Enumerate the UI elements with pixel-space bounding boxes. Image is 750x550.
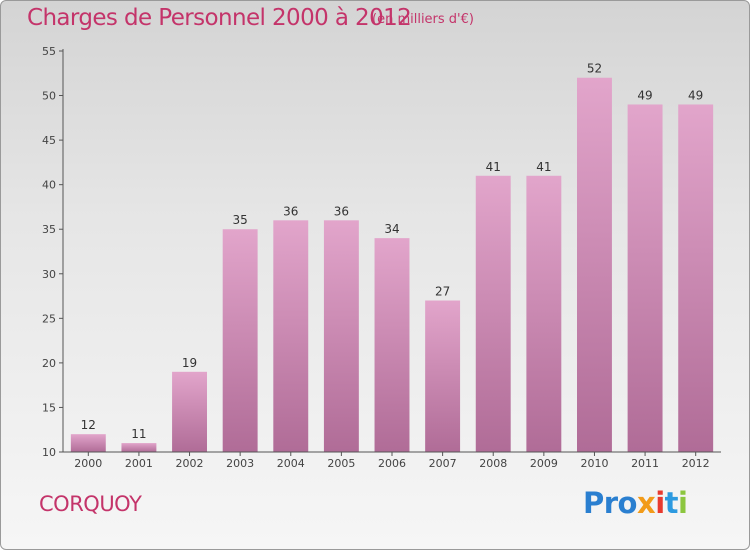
bar[interactable] — [273, 220, 309, 452]
town-name: CORQUOY — [39, 492, 142, 516]
bar[interactable] — [627, 104, 663, 452]
x-tick-label: 2008 — [479, 457, 507, 470]
bar-value-label: 11 — [131, 427, 146, 441]
x-tick-label: 2006 — [378, 457, 406, 470]
x-tick-label: 2000 — [74, 457, 102, 470]
bar-value-label: 36 — [334, 204, 349, 218]
bar[interactable] — [374, 238, 410, 452]
bar[interactable] — [576, 77, 612, 452]
logo-part: t — [664, 486, 679, 520]
bar-value-label: 34 — [384, 222, 399, 236]
y-tick-label: 50 — [42, 90, 56, 103]
logo-part: i — [678, 486, 688, 520]
x-tick-label: 2003 — [226, 457, 254, 470]
bar[interactable] — [172, 371, 208, 452]
y-tick-label: 20 — [42, 357, 56, 370]
proxiti-logo[interactable]: Proxiti — [583, 486, 688, 520]
bar-value-label: 19 — [182, 356, 197, 370]
bar[interactable] — [121, 443, 157, 452]
bar[interactable] — [678, 104, 714, 452]
x-tick-label: 2002 — [176, 457, 204, 470]
bar-value-label: 12 — [81, 418, 96, 432]
y-tick-label: 25 — [42, 312, 56, 325]
y-tick-label: 15 — [42, 401, 56, 414]
x-tick-label: 2001 — [125, 457, 153, 470]
x-tick-label: 2010 — [580, 457, 608, 470]
logo-part: i — [655, 486, 665, 520]
bar-value-label: 27 — [435, 285, 450, 299]
x-tick-label: 2004 — [277, 457, 305, 470]
bar-value-label: 49 — [637, 88, 652, 102]
x-tick-label: 2012 — [682, 457, 710, 470]
bar-value-label: 35 — [233, 213, 248, 227]
bar[interactable] — [425, 300, 461, 452]
chart-subtitle: (en milliers d'€) — [372, 12, 474, 27]
logo-part: x — [636, 486, 656, 520]
bar[interactable] — [475, 175, 511, 452]
bar-value-label: 52 — [587, 62, 602, 76]
x-tick-label: 2009 — [530, 457, 558, 470]
bar[interactable] — [70, 434, 106, 452]
x-tick-label: 2007 — [429, 457, 457, 470]
y-tick-label: 55 — [42, 45, 56, 58]
bar-value-label: 41 — [536, 160, 551, 174]
chart-title: Charges de Personnel 2000 à 2012 — [27, 5, 412, 31]
logo-part: Pro — [583, 486, 637, 520]
y-tick-label: 30 — [42, 268, 56, 281]
bar[interactable] — [222, 229, 258, 452]
y-tick-label: 40 — [42, 179, 56, 192]
bar-value-label: 41 — [486, 160, 501, 174]
bar[interactable] — [526, 175, 562, 452]
y-tick-label: 45 — [42, 134, 56, 147]
bar-value-label: 36 — [283, 204, 298, 218]
y-tick-label: 35 — [42, 223, 56, 236]
bar-value-label: 49 — [688, 88, 703, 102]
x-tick-label: 2011 — [631, 457, 659, 470]
y-tick-label: 10 — [42, 446, 56, 459]
x-tick-label: 2005 — [327, 457, 355, 470]
bar[interactable] — [323, 220, 359, 452]
